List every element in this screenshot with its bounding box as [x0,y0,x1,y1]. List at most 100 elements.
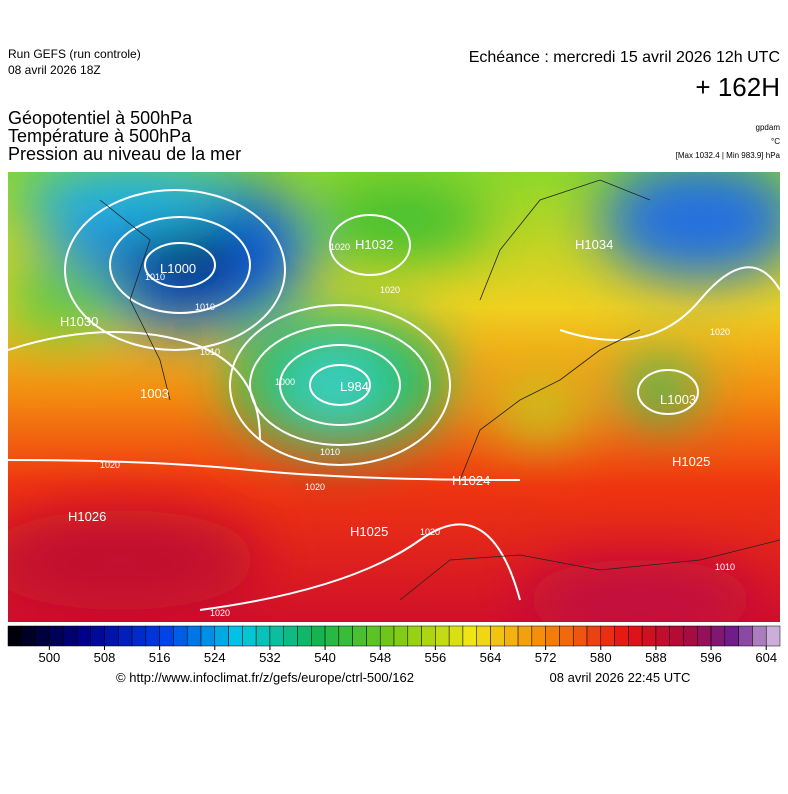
source: © http://www.infoclimat.fr/z/gefs/europe… [116,670,414,685]
colorbar-cell [393,625,409,647]
pressure-center: L984 [340,379,369,394]
colorbar-cell [159,625,174,647]
colorbar-cell [669,625,684,647]
colorbar-cell [738,625,753,647]
colorbar-tick-label: 524 [204,650,226,665]
pressure-center: H1025 [672,454,710,469]
colorbar-cell [283,625,298,647]
pressure-center: H1034 [575,237,613,252]
isobar-label: 1010 [195,302,215,312]
colorbar-cell [545,625,560,647]
colorbar-cell [21,625,36,647]
colorbar-tick-label: 564 [480,650,502,665]
colorbar-cell [697,625,712,647]
colorbar-cell [504,625,519,647]
isobar-label: 1010 [715,562,735,572]
colorbar-cell [311,625,326,647]
colorbar-cell [214,625,229,647]
map: H1030 L1000 H1032 L984 H1034 1003 L1003 H1025 H1… [8,172,780,622]
field-name: Géopotentiel à 500hPa [8,108,193,128]
colorbar-cell [366,625,381,647]
colorbar-tick-label: 588 [645,650,667,665]
colorbar-tick-label: 548 [369,650,391,665]
colorbar-cell [435,625,450,647]
colorbar-cell [490,625,505,647]
run: Run GEFS (run controle) [8,47,141,61]
run-date: 08 avril 2026 18Z [8,63,101,77]
colorbar-cell [352,625,367,647]
colorbar-cell [379,625,395,647]
colorbar-cell [118,625,133,647]
isobar-label: 1020 [380,285,400,295]
colorbar-cell [531,625,546,647]
pressure-center: H1026 [68,509,106,524]
generated: 08 avril 2026 22:45 UTC [550,670,691,685]
lead-time: + 162H [695,72,780,102]
isobar-label: 1010 [320,447,340,457]
field-unit: gpdam [756,123,781,132]
field-legend: Géopotentiel à 500hPa gpdam Température à … [8,108,781,164]
colorbar-tick-label: 556 [425,650,447,665]
colorbar-cell [462,625,477,647]
colorbar-cell [242,625,257,647]
isobar-label: 1010 [200,347,220,357]
isobar-label: 1000 [275,377,295,387]
pressure-center: L1000 [160,261,196,276]
colorbar-cell [338,625,353,647]
colorbar-cell [572,625,588,647]
colorbar-cell [173,625,188,647]
colorbar-cell [104,625,119,647]
colorbar-cell [448,625,464,647]
field-name: Pression au niveau de la mer [8,144,241,164]
isobar-label: 1020 [710,327,730,337]
isobar-label: 1020 [330,242,350,252]
colorbar-cell [145,625,160,647]
colorbar-cell [628,625,643,647]
colorbar-cell [683,625,698,647]
colorbar-cell [186,625,202,647]
colorbar-cell [641,625,657,647]
pressure-center: H1025 [350,524,388,539]
colorbar-cell [200,625,216,647]
colorbar-cell [476,625,491,647]
colorbar-cell [255,625,271,647]
colorbar-cell [517,625,533,647]
colorbar-cell [421,625,436,647]
colorbar-cell [49,625,64,647]
colorbar-tick-label: 596 [700,650,722,665]
colorbar-cell [765,625,781,647]
pressure-center: H1024 [452,473,490,488]
colorbar: 500 508 516 524 532 540 548 556 564 572 580 588 596 6… [7,625,781,665]
colorbar-tick-label: 572 [535,650,557,665]
colorbar-cell [228,625,243,647]
pressure-center: H1030 [60,314,98,329]
colorbar-cell [7,625,23,647]
colorbar-cell [614,625,629,647]
pressure-center: H1032 [355,237,393,252]
isobar-label: 1020 [305,482,325,492]
valid-time: Echéance : mercredi 15 avril 2026 12h UT… [469,49,780,66]
colorbar-cell [76,625,91,647]
pressure-center: 1003 [140,386,169,401]
isobar-label: 1010 [145,272,165,282]
colorbar-cell [752,625,767,647]
colorbar-tick-label: 532 [259,650,281,665]
colorbar-cell [724,625,739,647]
colorbar-cell [586,625,602,647]
colorbar-tick-label: 540 [314,650,336,665]
colorbar-cell [90,625,105,647]
colorbar-tick-label: 580 [590,650,612,665]
field-unit: [Max 1032.4 | Min 983.9] hPa [676,151,781,160]
colorbar-cell [407,625,422,647]
colorbar-cell [655,625,670,647]
field-unit: °C [771,137,780,146]
isobar-label: 1020 [210,608,230,618]
colorbar-cell [62,625,78,647]
colorbar-cell [600,625,615,647]
isobar-label: 1020 [420,527,440,537]
colorbar-cell [559,625,574,647]
isobar-label: 1020 [100,460,120,470]
colorbar-tick-label: 604 [755,650,777,665]
colorbar-cell [269,625,284,647]
